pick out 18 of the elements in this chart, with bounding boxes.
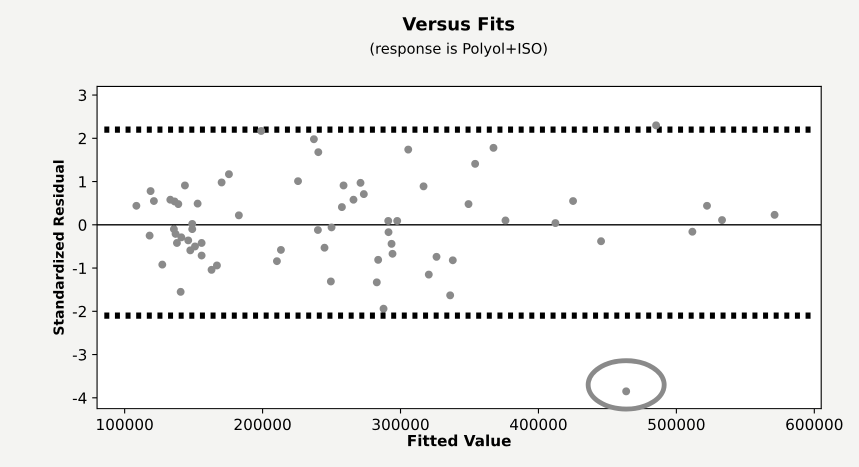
x-tick-label: 100000 [97, 418, 153, 430]
y-tick-label: 3 [78, 90, 86, 102]
y-tick-label: 0 [78, 219, 86, 231]
y-tick-label: 1 [79, 176, 86, 188]
x-tick-label: 400000 [510, 418, 567, 430]
y-tick-label: -1 [72, 262, 86, 274]
chart-subtitle: (response is Polyol+ISO) [370, 42, 547, 57]
y-tick-label: 2 [78, 132, 86, 144]
x-tick-label: 300000 [372, 418, 429, 430]
x-axis-title: Fitted Value [408, 434, 511, 446]
y-tick-label: -4 [72, 392, 86, 404]
y-tick-label: -3 [72, 349, 86, 361]
y-tick-label: -2 [72, 306, 86, 318]
x-tick-label: 200000 [234, 418, 291, 430]
chart-title: Versus Fits [402, 16, 514, 31]
y-axis-title: Standardized Residual [53, 160, 64, 335]
x-tick-label: 600000 [786, 418, 842, 430]
x-tick-label: 500000 [648, 418, 705, 430]
